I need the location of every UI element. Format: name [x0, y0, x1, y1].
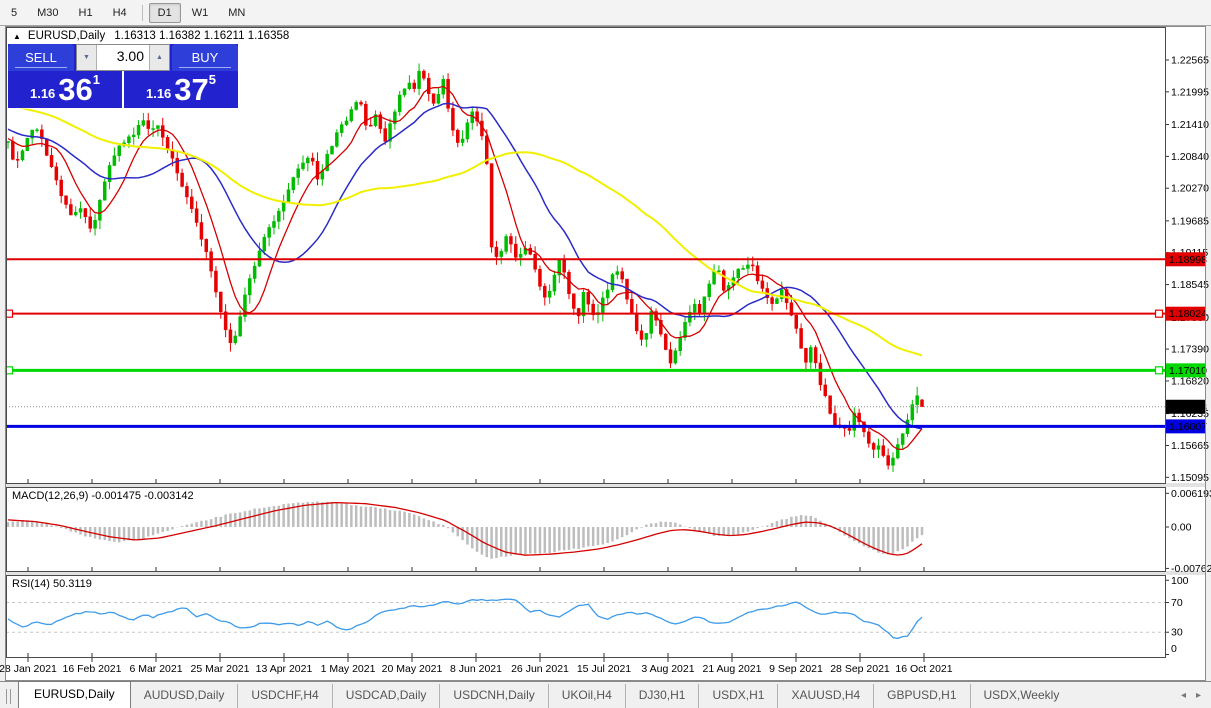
svg-text:16 Feb 2021: 16 Feb 2021: [63, 663, 122, 675]
svg-text:1.18024: 1.18024: [1169, 308, 1207, 320]
sell-price-display[interactable]: 1.16 36 1: [8, 71, 122, 108]
rsi-indicator-label: RSI(14) 50.3119: [12, 578, 92, 590]
timeframe-mn-button[interactable]: MN: [228, 6, 246, 19]
svg-text:6 Mar 2021: 6 Mar 2021: [129, 663, 182, 675]
trade-panel-top-row: SELL ▼ 3.00 ▲ BUY: [8, 44, 238, 71]
timeframe-toolbar: 5 M30 H1 H4 D1 W1 MN: [0, 0, 1211, 26]
svg-text:1.16358: 1.16358: [1169, 401, 1207, 413]
tab-audusd-daily[interactable]: AUDUSD,Daily: [143, 688, 225, 702]
buy-price-pips: 37: [174, 72, 209, 108]
one-click-trading-panel: SELL ▼ 3.00 ▲ BUY 1.16 36 1 1.16 37 5: [8, 44, 238, 108]
svg-text:13 Apr 2021: 13 Apr 2021: [256, 663, 313, 675]
svg-text:16 Oct 2021: 16 Oct 2021: [895, 663, 952, 675]
tab-usdx-weekly[interactable]: USDX,Weekly: [969, 684, 1073, 708]
tab-usdcnh-daily[interactable]: USDCNH,Daily: [439, 684, 547, 708]
svg-text:1.19685: 1.19685: [1171, 215, 1209, 227]
volume-increase-button[interactable]: ▲: [149, 45, 169, 70]
buy-price-point: 5: [208, 72, 217, 87]
svg-text:100: 100: [1171, 575, 1189, 587]
tab-dj30-h1[interactable]: DJ30,H1: [624, 684, 699, 708]
svg-text:1.18998: 1.18998: [1169, 254, 1207, 266]
timeframe-h4-button[interactable]: H4: [112, 6, 127, 19]
tab-usdchf-h4[interactable]: USDCHF,H4: [237, 684, 331, 708]
svg-text:1.17390: 1.17390: [1171, 344, 1209, 356]
tab-scroll-left-icon[interactable]: ◂: [1180, 690, 1186, 701]
tab-xauusd-h4[interactable]: XAUUSD,H4: [777, 684, 873, 708]
svg-text:3 Aug 2021: 3 Aug 2021: [641, 663, 694, 675]
svg-text:8 Jun 2021: 8 Jun 2021: [450, 663, 502, 675]
tab-ukoil-h4[interactable]: UKOil,H4: [547, 684, 625, 708]
svg-text:1.17010: 1.17010: [1169, 365, 1207, 377]
svg-text:1.20840: 1.20840: [1171, 151, 1209, 163]
svg-text:30: 30: [1171, 627, 1183, 639]
svg-text:70: 70: [1171, 597, 1183, 609]
macd-indicator-label: MACD(12,26,9) -0.001475 -0.003142: [12, 490, 194, 502]
svg-text:0.006193: 0.006193: [1171, 488, 1211, 500]
svg-text:26 Jun 2021: 26 Jun 2021: [511, 663, 569, 675]
volume-decrease-button[interactable]: ▼: [77, 45, 97, 70]
tab-gbpusd-h1[interactable]: GBPUSD,H1: [873, 684, 969, 708]
svg-text:1.15665: 1.15665: [1171, 440, 1209, 452]
svg-text:28 Sep 2021: 28 Sep 2021: [830, 663, 890, 675]
svg-text:1.16007: 1.16007: [1169, 421, 1207, 433]
svg-text:15 Jul 2021: 15 Jul 2021: [577, 663, 631, 675]
buy-button[interactable]: BUY: [172, 44, 238, 71]
svg-text:9 Sep 2021: 9 Sep 2021: [769, 663, 823, 675]
chart-symbol-label: EURUSD,Daily: [27, 30, 106, 42]
svg-text:25 Mar 2021: 25 Mar 2021: [191, 663, 250, 675]
tab-scroll-arrows: ◂ ▸: [1171, 690, 1211, 708]
svg-text:0: 0: [1171, 643, 1177, 655]
tab-eurusd-daily[interactable]: EURUSD,Daily: [18, 681, 131, 708]
svg-text:28 Jan 2021: 28 Jan 2021: [0, 663, 57, 675]
svg-text:21 Aug 2021: 21 Aug 2021: [703, 663, 762, 675]
svg-text:1.21410: 1.21410: [1171, 119, 1209, 131]
svg-text:1.22565: 1.22565: [1171, 55, 1209, 67]
sell-price-base: 1.16: [29, 86, 56, 101]
chart-header: ▲ EURUSD,Daily 1.16313 1.16382 1.16211 1…: [13, 30, 289, 42]
trade-panel-price-row: 1.16 36 1 1.16 37 5: [8, 71, 238, 108]
volume-spinner: ▼ 3.00 ▲: [76, 44, 170, 71]
svg-text:20 May 2021: 20 May 2021: [382, 663, 443, 675]
collapse-triangle-icon[interactable]: ▲: [13, 31, 21, 41]
svg-text:1.20270: 1.20270: [1171, 183, 1209, 195]
tab-usdx-h1[interactable]: USDX,H1: [698, 684, 777, 708]
toolbar-separator: [141, 4, 143, 21]
timeframe-d1-button[interactable]: D1: [148, 2, 181, 23]
svg-text:1 May 2021: 1 May 2021: [321, 663, 376, 675]
timeframe-m5-button[interactable]: 5: [11, 6, 18, 19]
buy-price-base: 1.16: [145, 86, 172, 101]
timeframe-h1-button[interactable]: H1: [78, 6, 93, 19]
chart-tab-bar: EURUSD,Daily AUDUSD,Daily USDCHF,H4 USDC…: [0, 681, 1211, 708]
tab-scroll-right-icon[interactable]: ▸: [1195, 690, 1201, 701]
sell-price-point: 1: [92, 72, 101, 87]
timeframe-m30-button[interactable]: M30: [37, 6, 59, 19]
buy-price-display[interactable]: 1.16 37 5: [122, 71, 238, 108]
svg-text:1.21995: 1.21995: [1171, 86, 1209, 98]
chart-ohlc-values: 1.16313 1.16382 1.16211 1.16358: [114, 30, 290, 42]
tab-usdcad-daily[interactable]: USDCAD,Daily: [331, 684, 440, 708]
svg-text:1.18545: 1.18545: [1171, 279, 1209, 291]
timeframe-w1-button[interactable]: W1: [191, 6, 209, 19]
sell-button[interactable]: SELL: [8, 44, 74, 71]
svg-text:0.00: 0.00: [1171, 522, 1192, 534]
svg-text:1.16820: 1.16820: [1171, 375, 1209, 387]
sell-price-pips: 36: [58, 72, 93, 108]
volume-input[interactable]: 3.00: [97, 45, 149, 70]
svg-text:1.15095: 1.15095: [1171, 472, 1209, 484]
tabbar-gripper: [6, 689, 11, 704]
